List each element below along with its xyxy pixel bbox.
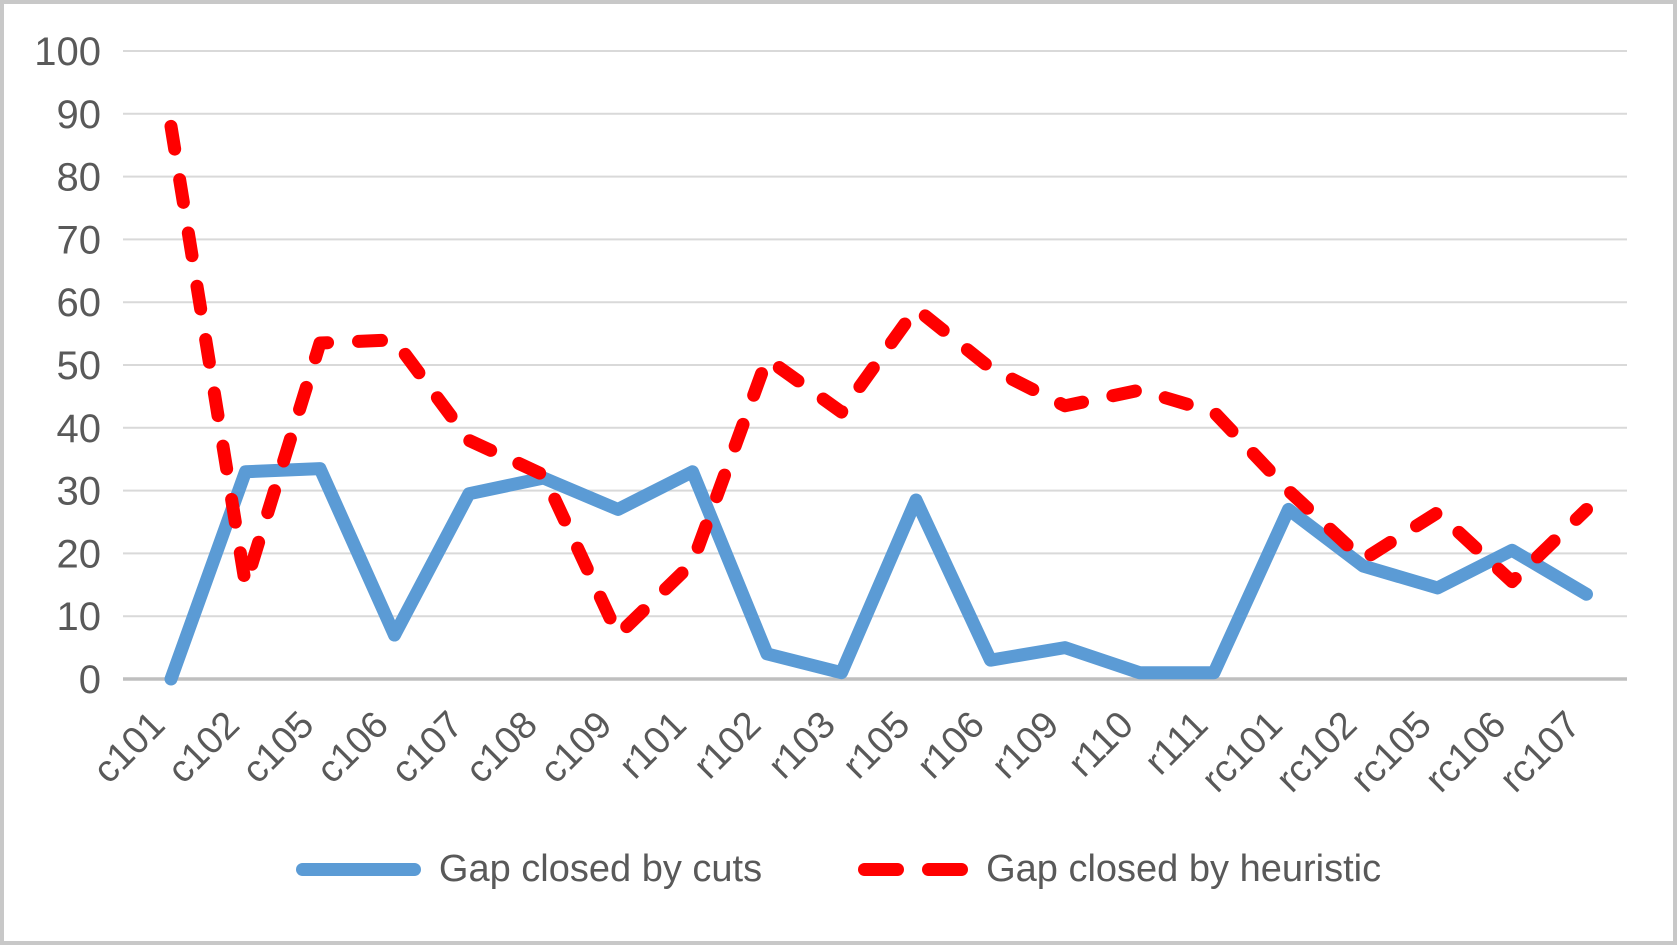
- x-category-label: r110: [1060, 704, 1141, 785]
- x-category-label: r106: [909, 704, 992, 787]
- dashed-line-swatch-icon: [858, 863, 969, 876]
- y-tick-label: 100: [34, 30, 101, 74]
- y-tick-label: 80: [57, 156, 102, 200]
- x-category-label: rc105: [1343, 704, 1440, 801]
- y-tick-label: 10: [57, 595, 102, 639]
- y-tick-label: 60: [57, 281, 102, 325]
- x-category-label: rc106: [1417, 704, 1514, 801]
- x-category-label: c105: [234, 704, 322, 792]
- x-category-label: c106: [309, 704, 397, 792]
- legend-label-cuts: Gap closed by cuts: [438, 848, 763, 890]
- legend-label-heuristic: Gap closed by heuristic: [986, 848, 1382, 890]
- x-category-label: r101: [611, 704, 694, 787]
- y-tick-label: 20: [57, 532, 102, 576]
- y-tick-label: 50: [57, 344, 102, 388]
- x-category-label: c109: [532, 704, 620, 792]
- y-tick-label: 0: [79, 658, 101, 702]
- legend-item-heuristic: Gap closed by heuristic: [858, 848, 1381, 891]
- y-tick-label: 90: [57, 93, 102, 137]
- x-category-label: rc101: [1194, 704, 1291, 801]
- legend-item-cuts: Gap closed by cuts: [295, 848, 763, 891]
- y-tick-label: 70: [57, 218, 102, 262]
- chart-legend: Gap closed by cuts Gap closed by heurist…: [0, 848, 1677, 891]
- series-line-cuts: [164, 462, 1593, 686]
- x-category-label: c102: [160, 704, 248, 792]
- x-category-label: rc107: [1492, 704, 1589, 801]
- y-tick-label: 30: [57, 470, 102, 514]
- x-category-label: c108: [458, 704, 546, 792]
- x-category-label: r109: [984, 704, 1067, 787]
- x-category-label: r102: [686, 704, 769, 787]
- solid-line-swatch-icon: [295, 863, 421, 876]
- x-category-label: rc102: [1268, 704, 1365, 801]
- y-tick-label: 40: [57, 407, 102, 451]
- x-category-label: c101: [85, 704, 173, 792]
- x-category-label: r105: [835, 704, 918, 787]
- x-category-label: c107: [383, 704, 471, 792]
- x-category-label: r103: [760, 704, 843, 787]
- series-line-heuristic: [164, 119, 1593, 642]
